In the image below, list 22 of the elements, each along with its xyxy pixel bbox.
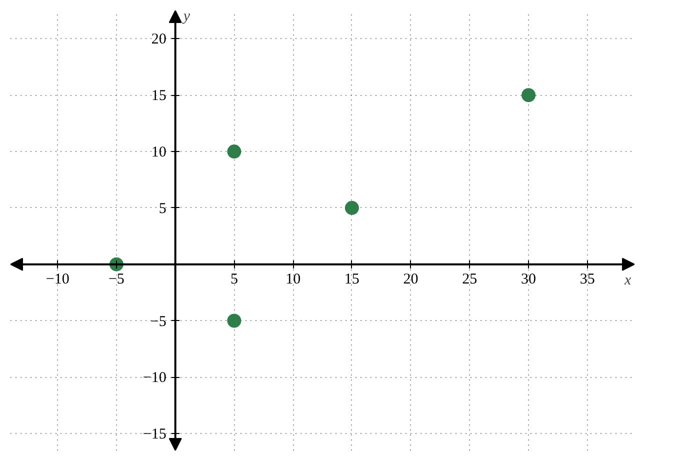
x-tick-label: 30 <box>521 271 536 288</box>
x-axis-title: x <box>624 272 632 288</box>
point <box>227 314 242 328</box>
x-tick-label: 25 <box>462 271 478 288</box>
x-tick-label: 20 <box>403 271 418 288</box>
y-axis-title: y <box>181 8 190 24</box>
x-tick-label: 5 <box>230 271 238 288</box>
y-tick-label: 5 <box>158 200 166 217</box>
x-tick-label: −10 <box>46 271 70 288</box>
y-tick-label: 15 <box>151 88 166 104</box>
x-tick-label: −5 <box>108 271 124 288</box>
y-tick-label: 20 <box>151 32 166 48</box>
point <box>227 144 242 159</box>
y-tick-label: −10 <box>142 370 166 386</box>
point <box>522 88 536 102</box>
x-tick-label: 35 <box>580 271 595 288</box>
y-tick-label: −15 <box>142 426 166 443</box>
point <box>344 200 359 215</box>
y-tick-label: −5 <box>150 314 166 330</box>
y-tick-label: 10 <box>151 144 166 161</box>
x-tick-label: 10 <box>286 271 301 288</box>
x-tick-label: 15 <box>344 271 360 288</box>
